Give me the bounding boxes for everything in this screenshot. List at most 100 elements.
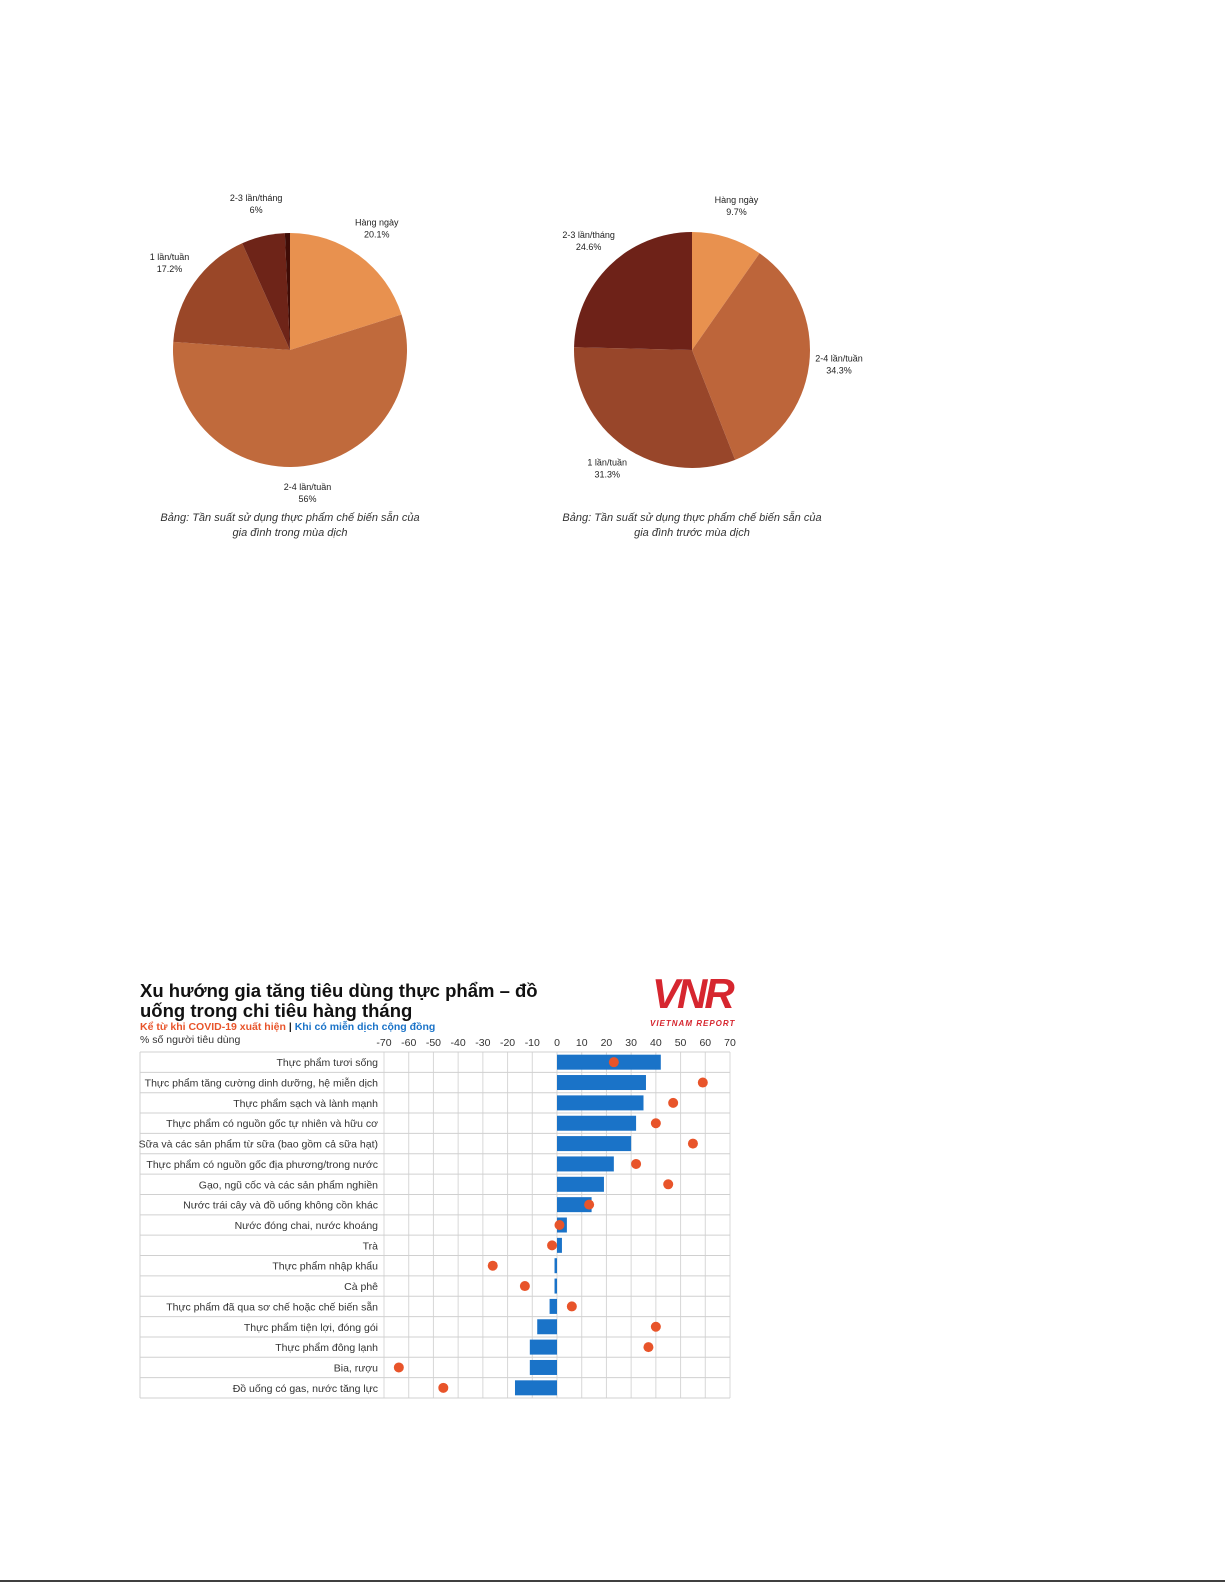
bar — [557, 1115, 637, 1131]
bar — [557, 1136, 632, 1152]
pie-slice — [173, 243, 290, 350]
x-tick-label: -20 — [500, 1037, 515, 1049]
slice-label: Hàng ngày — [355, 217, 399, 227]
dot — [608, 1057, 619, 1068]
bar — [557, 1156, 614, 1172]
pie-slice — [692, 253, 810, 460]
logo-subtitle: VIETNAM REPORT — [650, 1019, 736, 1028]
x-tick-label: -70 — [376, 1037, 391, 1049]
slice-label: Hàng ngày — [715, 195, 759, 205]
dot — [668, 1097, 679, 1108]
dot — [643, 1342, 654, 1353]
bar — [549, 1298, 557, 1314]
category-label: Gạo, ngũ cốc và các sản phẩm nghiền — [199, 1179, 378, 1191]
category-label: Thực phẩm đã qua sơ chế hoặc chế biến sẵ… — [166, 1300, 378, 1313]
dot — [663, 1179, 674, 1190]
slice-value: 6% — [250, 205, 263, 215]
slice-value: 24.6% — [576, 242, 602, 252]
slice-label: 2-3 lần/tháng — [562, 230, 615, 240]
category-label: Thực phẩm tiện lợi, đóng gói — [244, 1322, 378, 1334]
category-label: Thực phẩm nhập khẩu — [272, 1261, 378, 1273]
bar — [557, 1095, 644, 1111]
dot — [554, 1220, 565, 1230]
slice-label: 1 lần/tuần — [150, 252, 190, 262]
x-tick-label: -60 — [401, 1037, 416, 1049]
category-label: Thực phẩm tươi sống — [277, 1057, 379, 1069]
x-tick-label: 30 — [625, 1037, 637, 1049]
bar — [557, 1075, 646, 1091]
pie-slice — [574, 232, 692, 350]
logo: VNR — [652, 970, 735, 1017]
bar — [554, 1278, 557, 1294]
pie-slice — [574, 347, 736, 468]
x-tick-label: 10 — [576, 1037, 588, 1049]
dot — [566, 1301, 577, 1312]
x-tick-label: 0 — [554, 1037, 560, 1049]
category-label: Thực phẩm có nguồn gốc tự nhiên và hữu c… — [166, 1118, 378, 1130]
legend-separator: | — [288, 1021, 292, 1033]
x-tick-label: 70 — [724, 1037, 736, 1049]
slice-value: 56% — [298, 494, 316, 504]
pie-slice — [173, 314, 407, 467]
dot — [393, 1362, 404, 1373]
dot — [487, 1260, 498, 1271]
x-tick-label: 20 — [601, 1037, 613, 1049]
x-tick-label: -10 — [525, 1037, 540, 1049]
bar — [537, 1319, 557, 1335]
category-label: Đồ uống có gas, nước tăng lực — [233, 1383, 378, 1395]
slice-value: 34.3% — [826, 365, 852, 375]
pie-caption: Bảng: Tần suất sử dụng thực phẩm chế biế… — [562, 512, 822, 539]
bar — [514, 1380, 557, 1396]
category-label: Thực phẩm đông lạnh — [275, 1342, 378, 1354]
pie-slice — [290, 233, 402, 350]
dot — [584, 1199, 595, 1210]
legend-entry: Kể từ khi COVID-19 xuất hiện — [140, 1021, 286, 1033]
dot — [650, 1118, 661, 1129]
legend: Kể từ khi COVID-19 xuất hiện | Khi có mi… — [140, 1021, 435, 1033]
category-label: Trà — [363, 1240, 379, 1252]
pie-slice — [284, 233, 290, 350]
slice-label: 1 lần/tuần — [587, 457, 627, 467]
slice-value: 9.7% — [726, 207, 747, 217]
slice-value: 17.2% — [157, 264, 183, 274]
category-label: Cà phê — [344, 1281, 378, 1293]
category-label: Sữa và các sản phẩm từ sữa (bao gồm cả s… — [139, 1139, 378, 1151]
x-tick-label: -50 — [426, 1037, 441, 1049]
dot — [519, 1281, 530, 1292]
x-tick-label: 60 — [699, 1037, 711, 1049]
slice-label: 2-4 lần/tuần — [284, 482, 332, 492]
category-label: Bia, rượu — [334, 1362, 378, 1374]
x-tick-label: -30 — [475, 1037, 490, 1049]
slice-label: 2-3 lần/tháng — [230, 193, 283, 203]
dot — [650, 1321, 661, 1332]
x-tick-label: 40 — [650, 1037, 662, 1049]
dot — [547, 1240, 558, 1251]
category-label: Nước trái cây và đồ uống không cồn khác — [183, 1200, 378, 1212]
chart-title: Xu hướng gia tăng tiêu dùng thực phẩm – … — [140, 980, 538, 1021]
category-label: Thực phẩm sạch và lành mạnh — [233, 1098, 378, 1110]
category-label: Nước đóng chai, nước khoáng — [235, 1220, 379, 1232]
dot — [631, 1158, 642, 1169]
x-tick-label: 50 — [675, 1037, 687, 1049]
dot — [687, 1138, 698, 1149]
pie-slice — [692, 232, 760, 350]
pie-slice — [242, 233, 290, 350]
bar — [529, 1339, 557, 1355]
dot — [697, 1077, 708, 1088]
slice-label: 2-4 lần/tuần — [815, 353, 863, 363]
unit-label: % số người tiêu dùng — [140, 1034, 241, 1046]
bar — [557, 1176, 604, 1192]
category-label: Thực phẩm có nguồn gốc địa phương/trong … — [146, 1159, 378, 1171]
slice-value: 20.1% — [364, 229, 390, 239]
bar — [554, 1258, 557, 1274]
bar — [557, 1197, 592, 1213]
x-tick-label: -40 — [451, 1037, 466, 1049]
bar — [557, 1237, 562, 1253]
pie-caption: Bảng: Tần suất sử dụng thực phẩm chế biế… — [160, 512, 420, 539]
slice-value: 31.3% — [594, 469, 620, 479]
category-label: Thực phẩm tăng cường dinh dưỡng, hệ miễn… — [145, 1077, 378, 1090]
dot — [438, 1382, 449, 1393]
bar — [529, 1359, 557, 1375]
